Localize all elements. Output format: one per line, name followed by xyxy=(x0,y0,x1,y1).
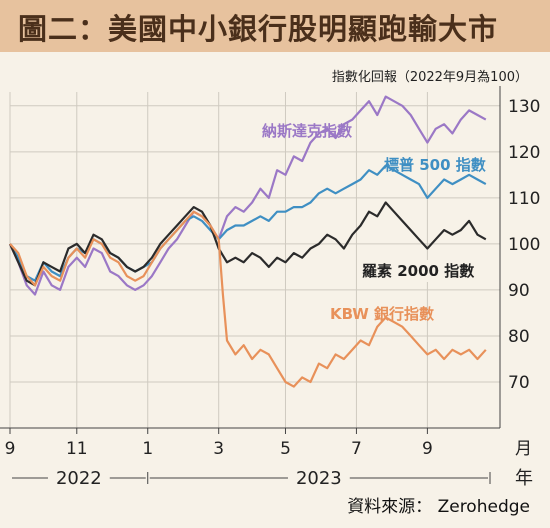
x-tick-label: 5 xyxy=(280,439,291,459)
page-title: 圖二：美國中小銀行股明顯跑輸大市 xyxy=(18,12,499,46)
y-tick-label: 110 xyxy=(508,189,540,209)
series-lines xyxy=(8,95,487,388)
series-label-nasdaq: 納斯達克指數 xyxy=(262,122,352,140)
x-tick-label: 1 xyxy=(142,439,153,459)
x-tick-label: 3 xyxy=(213,439,224,459)
y-tick-label: 80 xyxy=(508,327,530,347)
series-label-sp500: 標普 500 指數 xyxy=(384,156,486,174)
year-axis: 2022 2023 年 xyxy=(12,468,533,489)
axes: 70 80 90 100 110 120 130 xyxy=(0,86,540,429)
x-tick-label: 9 xyxy=(422,439,433,459)
series-label-russell: 羅素 2000 指數 xyxy=(362,262,474,280)
y-tick-label: 70 xyxy=(508,373,530,393)
series-line-kbw xyxy=(9,210,487,388)
series-label-kbw: KBW 銀行指數 xyxy=(330,305,434,323)
y-tick-label: 130 xyxy=(508,97,540,117)
title-bar xyxy=(0,0,550,52)
y-tick-label: 100 xyxy=(508,235,540,255)
y-tick-label: 90 xyxy=(508,281,530,301)
source-note: 資料來源： Zerohedge xyxy=(347,497,530,517)
x-tick-label: 11 xyxy=(66,439,88,459)
gridlines xyxy=(9,92,500,428)
x-axis-ticks: 9 11 1 3 5 7 9 月 xyxy=(5,428,532,459)
chart-subtitle: 指數化回報（2022年9月為100） xyxy=(331,70,528,85)
year-label-2023: 2023 xyxy=(296,468,342,489)
x-tick-label: 9 xyxy=(5,439,16,459)
label-bg xyxy=(358,260,479,282)
x-tick-label: 7 xyxy=(351,439,362,459)
series-line-nasdaq xyxy=(8,95,487,296)
month-unit: 月 xyxy=(515,439,532,459)
year-unit: 年 xyxy=(515,468,533,489)
year-label-2022: 2022 xyxy=(56,468,102,489)
y-tick-label: 120 xyxy=(508,143,540,163)
series-line-russell xyxy=(8,201,487,287)
